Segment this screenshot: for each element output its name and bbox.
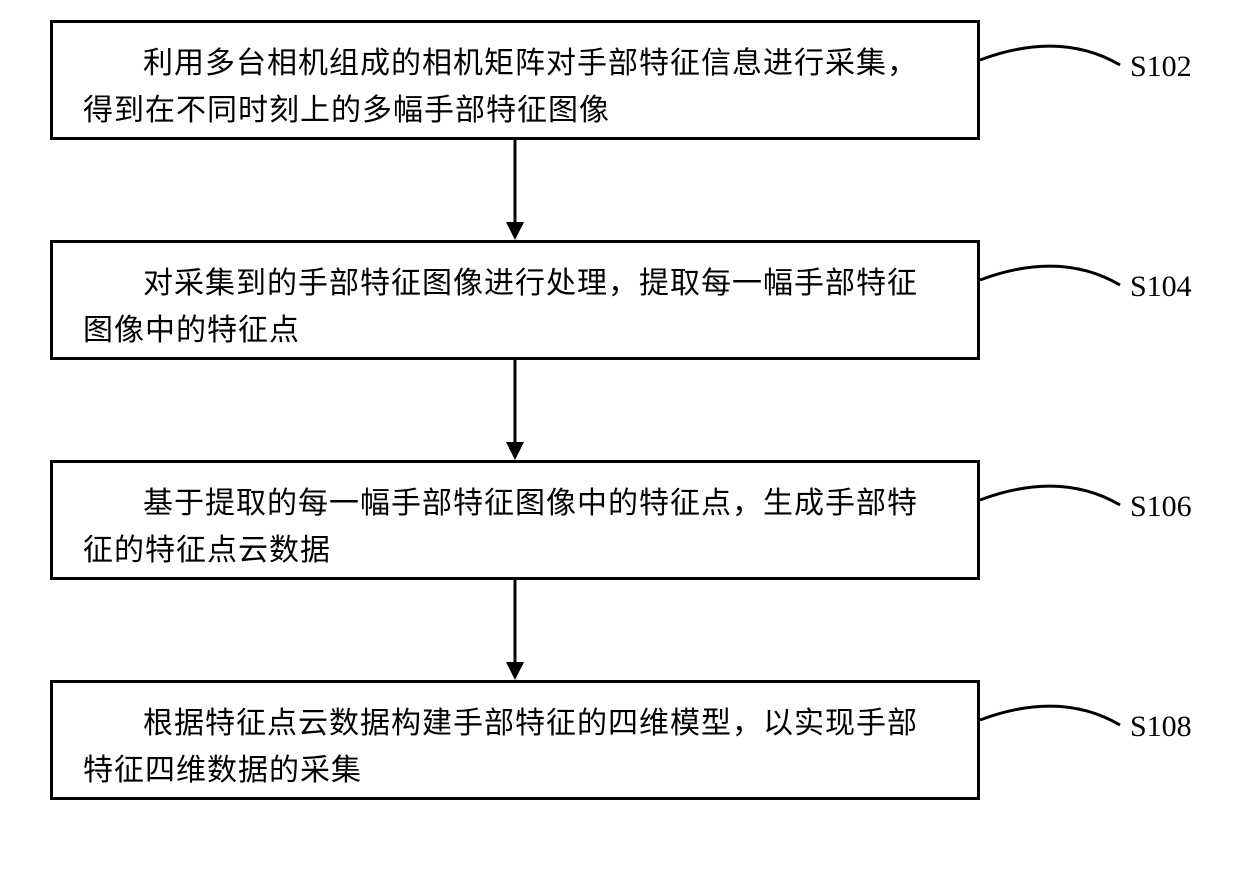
label-connector	[980, 706, 1120, 725]
flow-arrow	[506, 580, 524, 680]
flow-step-s108: 根据特征点云数据构建手部特征的四维模型，以实现手部特征四维数据的采集	[50, 680, 980, 800]
flow-step-text: 对采集到的手部特征图像进行处理，提取每一幅手部特征图像中的特征点	[83, 261, 947, 354]
flowchart-canvas: 利用多台相机组成的相机矩阵对手部特征信息进行采集，得到在不同时刻上的多幅手部特征…	[0, 0, 1240, 890]
flow-step-label-s106: S106	[1130, 490, 1192, 524]
flow-step-s106: 基于提取的每一幅手部特征图像中的特征点，生成手部特征的特征点云数据	[50, 460, 980, 580]
flow-step-text: 基于提取的每一幅手部特征图像中的特征点，生成手部特征的特征点云数据	[83, 481, 947, 574]
flow-arrow	[506, 140, 524, 240]
flow-step-label-s108: S108	[1130, 710, 1192, 744]
label-connector	[980, 46, 1120, 65]
flow-step-label-s104: S104	[1130, 270, 1192, 304]
flow-step-label-s102: S102	[1130, 50, 1192, 84]
flow-arrow	[506, 360, 524, 460]
flow-step-s102: 利用多台相机组成的相机矩阵对手部特征信息进行采集，得到在不同时刻上的多幅手部特征…	[50, 20, 980, 140]
flow-step-text: 根据特征点云数据构建手部特征的四维模型，以实现手部特征四维数据的采集	[83, 701, 947, 794]
flow-step-s104: 对采集到的手部特征图像进行处理，提取每一幅手部特征图像中的特征点	[50, 240, 980, 360]
flow-step-text: 利用多台相机组成的相机矩阵对手部特征信息进行采集，得到在不同时刻上的多幅手部特征…	[83, 41, 947, 134]
label-connector	[980, 486, 1120, 505]
label-connector	[980, 266, 1120, 285]
